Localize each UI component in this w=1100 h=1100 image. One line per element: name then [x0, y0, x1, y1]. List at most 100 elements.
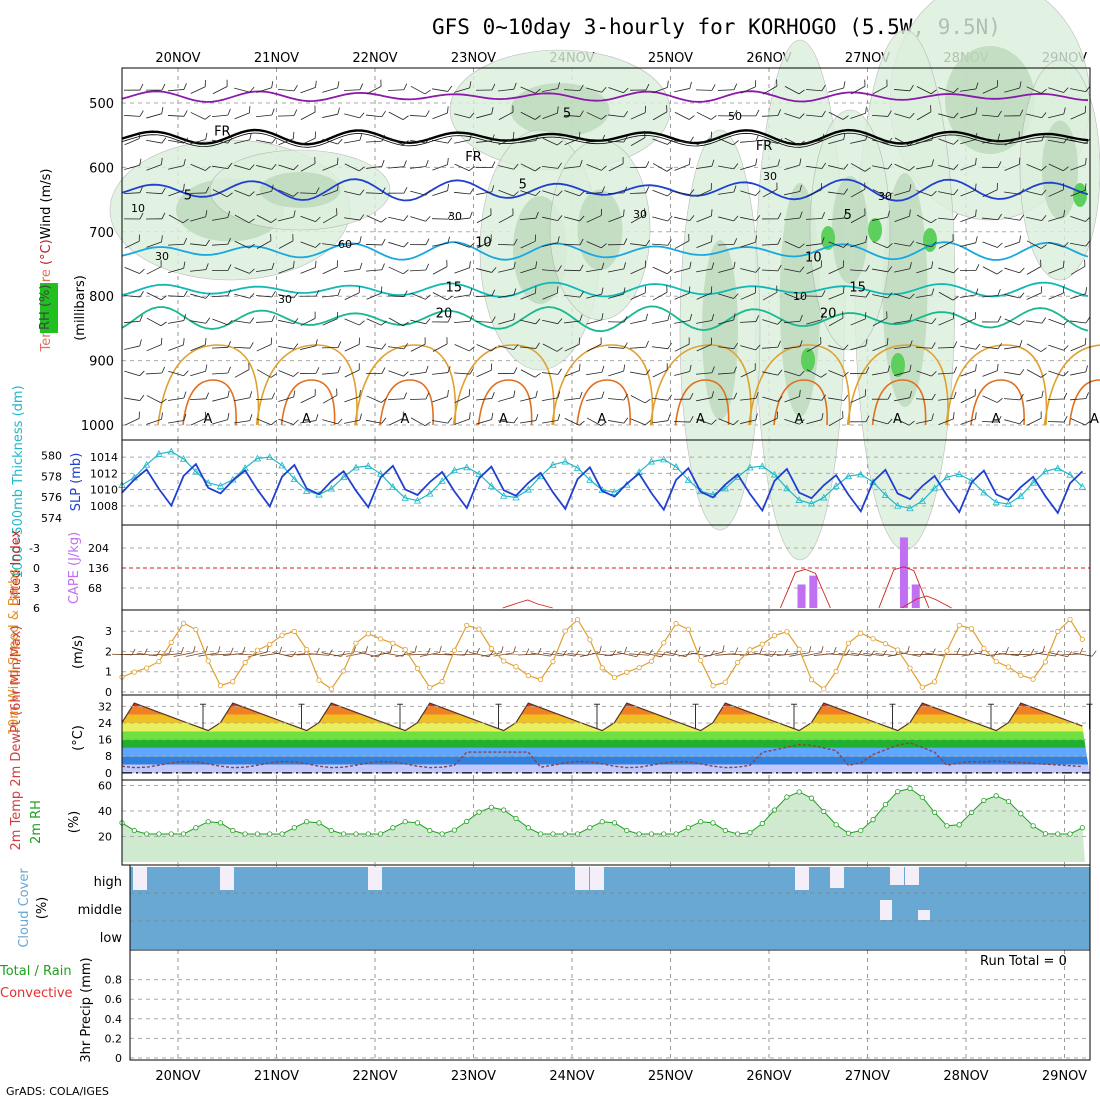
wind-barb-flag [776, 182, 778, 190]
wind-barb [828, 132, 846, 145]
wind-barb-flag [217, 646, 221, 653]
wind-barb-shaft [498, 138, 514, 146]
wind-speed-point [1030, 676, 1036, 682]
wind-barb-flag [358, 337, 360, 345]
wind-barb [563, 84, 584, 91]
wind-barb-flag [557, 368, 562, 375]
wind-barb-flag [755, 391, 759, 399]
wind-barb-flag [293, 318, 299, 324]
wind-barb-flag [865, 133, 868, 141]
wind-barb-flag [909, 364, 912, 372]
wind-barb-flag [248, 362, 250, 370]
wind-barb-shaft [124, 138, 140, 146]
wind-barb-flag [160, 398, 167, 404]
wind-barb-flag [909, 262, 912, 269]
wind-barb-shaft [717, 372, 735, 375]
wind-barb-shaft [124, 240, 140, 249]
wind-barb-shaft [189, 398, 207, 401]
wind-barb-flag [469, 112, 475, 119]
wind-barb-flag [710, 131, 712, 139]
wind-barb [937, 341, 958, 349]
wind-barb-shaft [493, 652, 514, 657]
wind-barb [278, 390, 296, 402]
wind-barb-shaft [838, 653, 859, 657]
wind-barb-flag [865, 265, 870, 272]
wind-barb-flag [447, 85, 453, 92]
wind-barb-shaft [652, 346, 668, 350]
wind-barb-shaft [1070, 189, 1086, 197]
cloud-gap [590, 867, 604, 890]
thickness-point [389, 483, 397, 490]
wind-barb-shaft [190, 243, 206, 246]
wind-barb-flag [469, 261, 471, 268]
wind-barb [828, 211, 847, 221]
wind-barb-shaft [145, 372, 163, 375]
cloud-ylabel: Cloud Cover [17, 868, 32, 948]
rh-shading [577, 189, 623, 271]
wind-barb-flag [1041, 112, 1047, 118]
wind-barb-flag [271, 291, 276, 298]
wind-barb-flag [601, 262, 605, 270]
wind-barb-flag [446, 259, 448, 267]
wind-barb-flag [183, 237, 188, 245]
wind-barb-flag [469, 242, 475, 248]
wind-barb-shaft [256, 87, 272, 93]
wind-barb [299, 187, 320, 194]
wind-barb-flag [414, 645, 417, 653]
date-label-bottom: 27NOV [845, 1069, 890, 1084]
wind-barb [256, 81, 274, 93]
wind-barb [124, 234, 140, 249]
wind-barb [717, 238, 738, 246]
wind-barb-flag [1040, 286, 1042, 293]
temperature-contour-low [945, 344, 1048, 426]
wind-barb-flag [1019, 188, 1025, 195]
wind-speed-point [193, 626, 199, 633]
wind-barb-flag [1019, 109, 1024, 116]
wind-barb-10m [198, 646, 221, 657]
li-tick-label: 6 [33, 602, 40, 615]
wind-barb-flag [579, 391, 583, 399]
wind-barb [520, 369, 541, 378]
wind-barb-shaft [982, 217, 998, 221]
temperature-contour-low [379, 379, 434, 426]
wind-barb-shaft [145, 192, 163, 195]
wind-barb [256, 164, 277, 170]
wind-barb-flag [689, 364, 692, 372]
wind-barb [123, 212, 144, 220]
wind-speed-point [156, 658, 162, 665]
wind-barb [124, 370, 145, 377]
wind-barb [981, 415, 1002, 423]
wind-barb-shaft [322, 243, 338, 247]
wind-barb [1047, 416, 1068, 423]
thickness-point [783, 484, 791, 492]
wind-barb [564, 215, 585, 222]
wind-barb [607, 394, 628, 401]
wind-barb-shaft [520, 396, 536, 402]
wind-barb [410, 417, 431, 427]
wind-barb [1048, 209, 1066, 222]
wind-barb-flag [315, 216, 321, 222]
wind-barb-flag [227, 137, 233, 144]
wind-barb-shaft [982, 139, 998, 144]
wind-barb-flag [513, 313, 516, 320]
wind-barb-shaft [366, 318, 382, 326]
wind-barb [828, 411, 844, 427]
wind-barb [872, 292, 893, 299]
wind-barb [256, 337, 272, 352]
wind-barb-shaft [407, 653, 428, 656]
wind-barb-shaft [410, 343, 426, 352]
wind-barb [850, 79, 866, 95]
wind-barb [674, 337, 690, 352]
rh-point [217, 820, 224, 826]
wind-barb-10m [703, 645, 725, 658]
wind-barb-shaft [608, 420, 624, 424]
wind-barb-shaft [828, 417, 844, 427]
wind-barb [388, 317, 409, 327]
wind-barb-10m [370, 645, 393, 658]
wind-barb [563, 264, 584, 272]
wind-barb-shaft [850, 188, 866, 198]
wind-barb-10m [161, 647, 184, 656]
wind-barb-shaft [938, 87, 954, 94]
wind-speed-point [254, 647, 261, 653]
wind-barb-shaft [828, 292, 844, 300]
